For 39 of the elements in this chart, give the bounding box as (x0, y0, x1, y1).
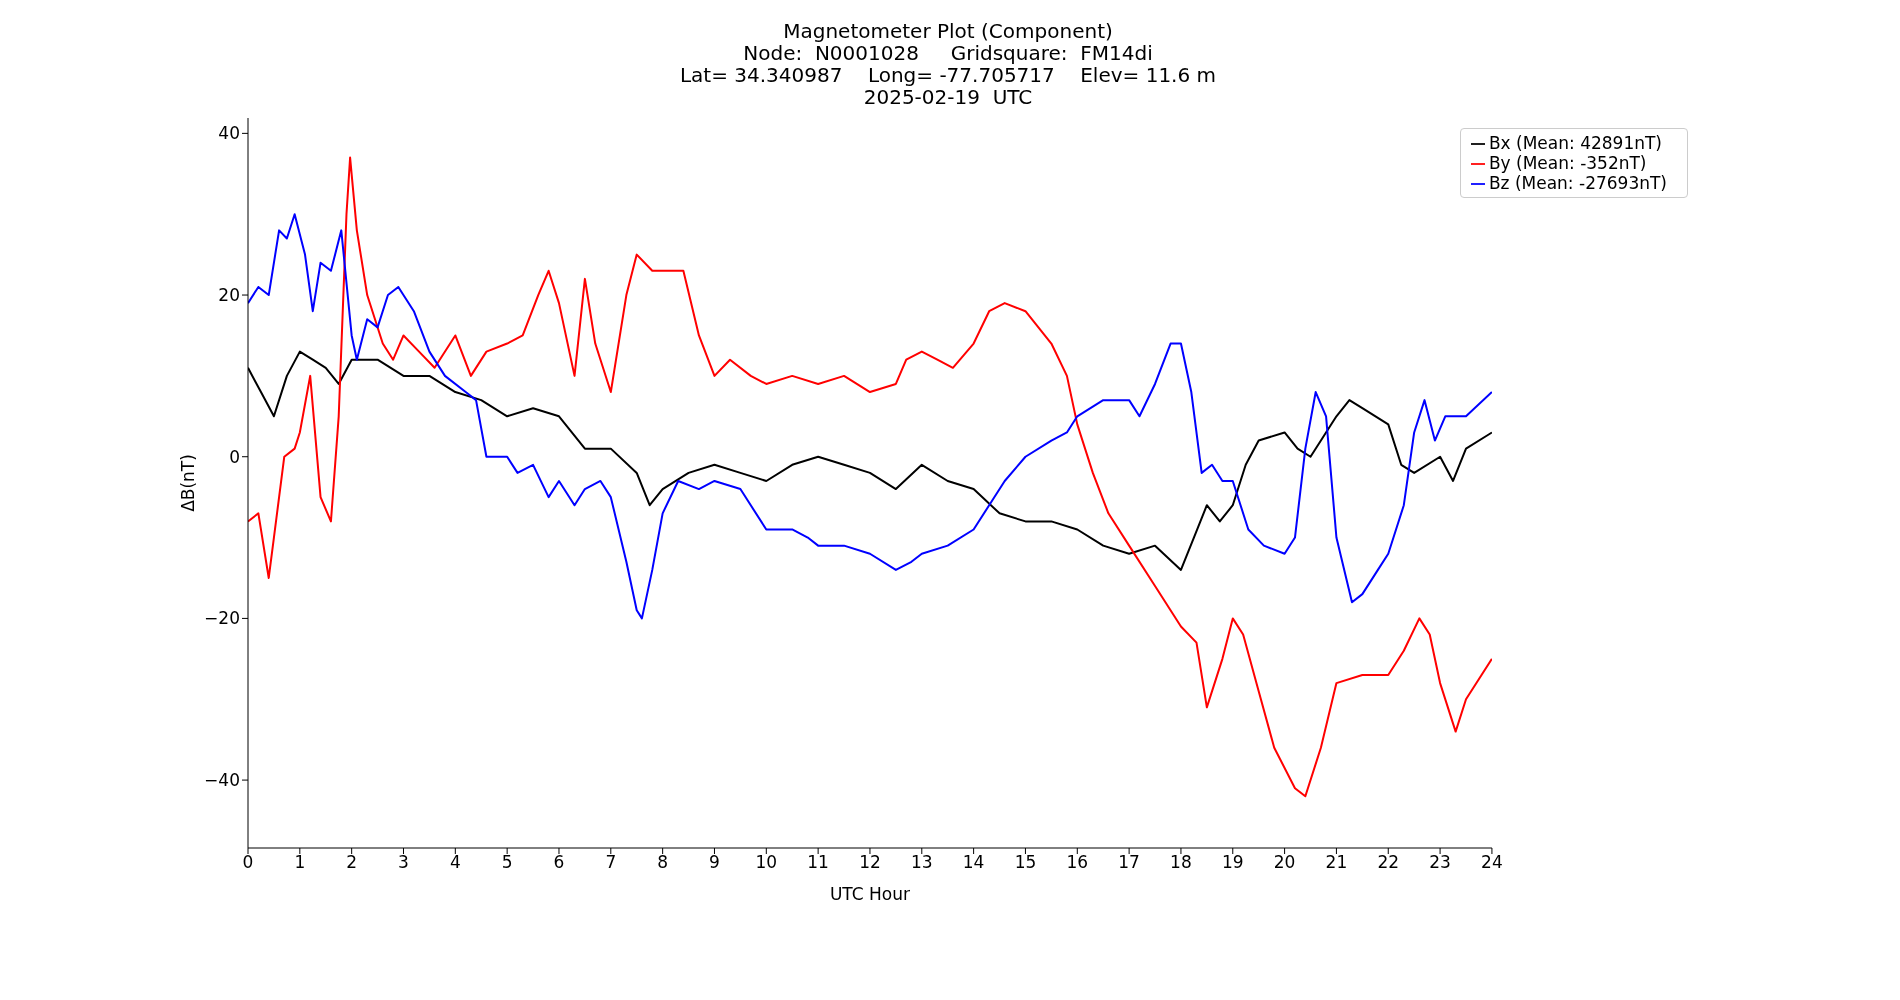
y-tick-label: 20 (218, 285, 240, 306)
x-tick-label: 16 (1066, 852, 1089, 873)
x-tick-label: 4 (449, 852, 461, 873)
x-tick-label: 15 (1014, 852, 1037, 873)
x-tick-label: 7 (605, 852, 617, 873)
x-tick-label: 6 (553, 852, 565, 873)
x-tick-label: 18 (1170, 852, 1192, 873)
x-tick-label: 14 (962, 852, 985, 873)
y-tick-label: 40 (218, 123, 240, 144)
x-tick-label: 8 (657, 852, 669, 873)
x-tick-label: 12 (859, 852, 881, 873)
x-tick-label: 17 (1118, 852, 1140, 873)
x-axis-title: UTC Hour (829, 884, 910, 904)
x-tick-label: 2 (346, 852, 358, 873)
legend-label: Bx (Mean: 42891nT) (1488, 133, 1663, 153)
x-tick-label: 11 (807, 852, 829, 873)
chart-title: Magnetometer Plot (Component) (782, 19, 1114, 43)
chart-subtitle: Node: N0001028 Gridsquare: FM14di Lat= 34.340987 Long= -77.705717 Elev= 11.6 m 2025-02-19 UTC (678, 41, 1218, 109)
legend-label: Bz (Mean: -27693nT) (1488, 173, 1667, 193)
x-tick-label: 0 (242, 852, 254, 873)
x-tick-label: 22 (1377, 852, 1400, 873)
legend-label: By (Mean: -352nT) (1488, 153, 1647, 173)
y-axis-title: ΔB(nT) (178, 454, 199, 512)
x-tick-label: 9 (709, 852, 720, 873)
x-tick-label: 20 (1273, 852, 1296, 873)
x-tick-label: 19 (1221, 852, 1244, 873)
line-series (248, 213, 1492, 620)
x-tick-label: 21 (1325, 852, 1348, 873)
y-tick-label: 0 (229, 446, 240, 467)
x-tick-label: 1 (294, 852, 306, 873)
x-tick-label: 24 (1481, 852, 1503, 873)
line-series (248, 156, 1492, 798)
x-tick-label: 23 (1429, 852, 1451, 873)
x-tick-label: 13 (910, 852, 933, 873)
x-tick-label: 10 (755, 852, 778, 873)
y-tick-label: −20 (204, 608, 240, 629)
y-tick-label: −40 (204, 770, 240, 791)
x-tick-label: 3 (398, 852, 409, 873)
x-tick-label: 5 (501, 852, 513, 873)
